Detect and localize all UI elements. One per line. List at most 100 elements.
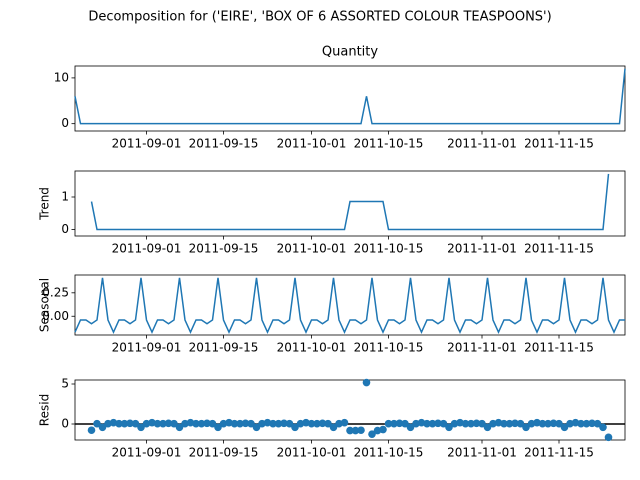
resid-point	[230, 419, 239, 428]
resid-point	[318, 419, 327, 428]
y-tick-label: 1	[61, 190, 69, 204]
x-tick-label: 2011-09-01	[112, 341, 182, 355]
plot-frame	[74, 65, 626, 132]
resid-point	[511, 419, 519, 428]
resid-point	[153, 419, 162, 428]
y-tick-label: 0	[61, 222, 69, 236]
resid-point	[236, 419, 244, 428]
resid-point	[549, 419, 558, 428]
plot-frame	[74, 379, 626, 441]
resid-point	[346, 426, 354, 435]
series-line	[74, 277, 625, 335]
resid-point	[203, 419, 211, 428]
resid-point	[401, 419, 409, 428]
plot-frame	[74, 170, 626, 237]
resid-point	[329, 423, 338, 432]
resid-point	[93, 419, 101, 428]
resid-point	[588, 419, 596, 428]
resid-point	[324, 419, 332, 428]
x-tick-label: 2011-09-15	[189, 242, 259, 256]
y-tick-label: 0	[61, 417, 69, 431]
x-tick-label: 2011-11-15	[524, 137, 594, 151]
y-tick-label: 5	[61, 377, 69, 391]
resid-point	[247, 419, 255, 428]
resid-point	[291, 423, 299, 432]
x-tick-label: 2011-10-01	[277, 137, 347, 151]
y-tick-label: 0.00	[42, 309, 69, 323]
resid-point	[362, 378, 371, 387]
resid-point	[461, 419, 470, 428]
resid-point	[582, 419, 591, 428]
x-tick-label: 2011-11-01	[447, 242, 517, 256]
series-line	[90, 173, 610, 231]
resid-point	[307, 419, 316, 428]
resid-point	[555, 419, 563, 428]
x-tick-label: 2011-10-01	[277, 242, 347, 256]
resid-point	[500, 419, 508, 428]
resid-point	[395, 419, 404, 428]
resid-point	[269, 419, 277, 428]
x-tick-label: 2011-10-15	[354, 137, 424, 151]
resid-point	[505, 419, 514, 428]
x-tick-label: 2011-11-15	[524, 242, 594, 256]
x-tick-label: 2011-10-01	[277, 446, 347, 460]
resid-point	[197, 419, 206, 428]
resid-point	[131, 419, 140, 428]
plot-frame	[74, 274, 626, 336]
resid-point	[351, 426, 360, 435]
resid-point	[599, 423, 607, 432]
resid-point	[467, 419, 475, 428]
resid-point	[87, 426, 96, 435]
resid-point	[384, 419, 393, 428]
resid-point	[175, 423, 184, 432]
resid-point	[120, 419, 129, 428]
resid-point	[516, 419, 525, 428]
resid-point	[390, 419, 398, 428]
resid-point	[593, 419, 602, 428]
resid-point	[170, 419, 178, 428]
resid-point	[423, 419, 431, 428]
resid-point	[357, 426, 365, 435]
figure-title: Decomposition for ('EIRE', 'BOX OF 6 ASS…	[88, 10, 551, 25]
y-tick-label: 0	[61, 116, 69, 130]
resid-point	[340, 418, 349, 427]
x-tick-label: 2011-11-01	[447, 446, 517, 460]
resid-point	[379, 425, 387, 434]
y-axis-label: Trend	[38, 187, 52, 221]
resid-point	[164, 419, 173, 428]
resid-point	[538, 419, 547, 428]
resid-point	[241, 419, 250, 428]
y-tick-label: 0.25	[42, 285, 69, 299]
x-tick-label: 2011-10-15	[354, 341, 424, 355]
y-axis-label: Resid	[38, 394, 52, 426]
x-tick-label: 2011-09-15	[189, 341, 259, 355]
resid-point	[252, 423, 261, 432]
x-tick-label: 2011-10-01	[277, 341, 347, 355]
resid-point	[208, 419, 217, 428]
x-tick-label: 2011-11-15	[524, 446, 594, 460]
resid-point	[472, 419, 481, 428]
resid-point	[439, 419, 448, 428]
x-tick-label: 2011-09-01	[112, 242, 182, 256]
resid-point	[214, 423, 222, 432]
x-tick-label: 2011-11-01	[447, 137, 517, 151]
y-axis-label: Seasonal	[38, 278, 52, 332]
resid-point	[274, 419, 283, 428]
x-tick-label: 2011-09-15	[189, 137, 259, 151]
x-tick-label: 2011-09-01	[112, 137, 182, 151]
x-tick-label: 2011-10-15	[354, 446, 424, 460]
x-tick-label: 2011-09-15	[189, 446, 259, 460]
x-tick-label: 2011-09-01	[112, 446, 182, 460]
resid-point	[478, 419, 486, 428]
resid-point	[192, 419, 200, 428]
resid-point	[434, 419, 442, 428]
resid-point	[368, 430, 376, 438]
resid-point	[445, 423, 453, 432]
resid-point	[285, 419, 294, 428]
resid-point	[544, 419, 552, 428]
resid-point	[522, 423, 530, 432]
resid-point	[428, 419, 437, 428]
x-tick-label: 2011-10-15	[354, 242, 424, 256]
resid-point	[560, 423, 569, 432]
